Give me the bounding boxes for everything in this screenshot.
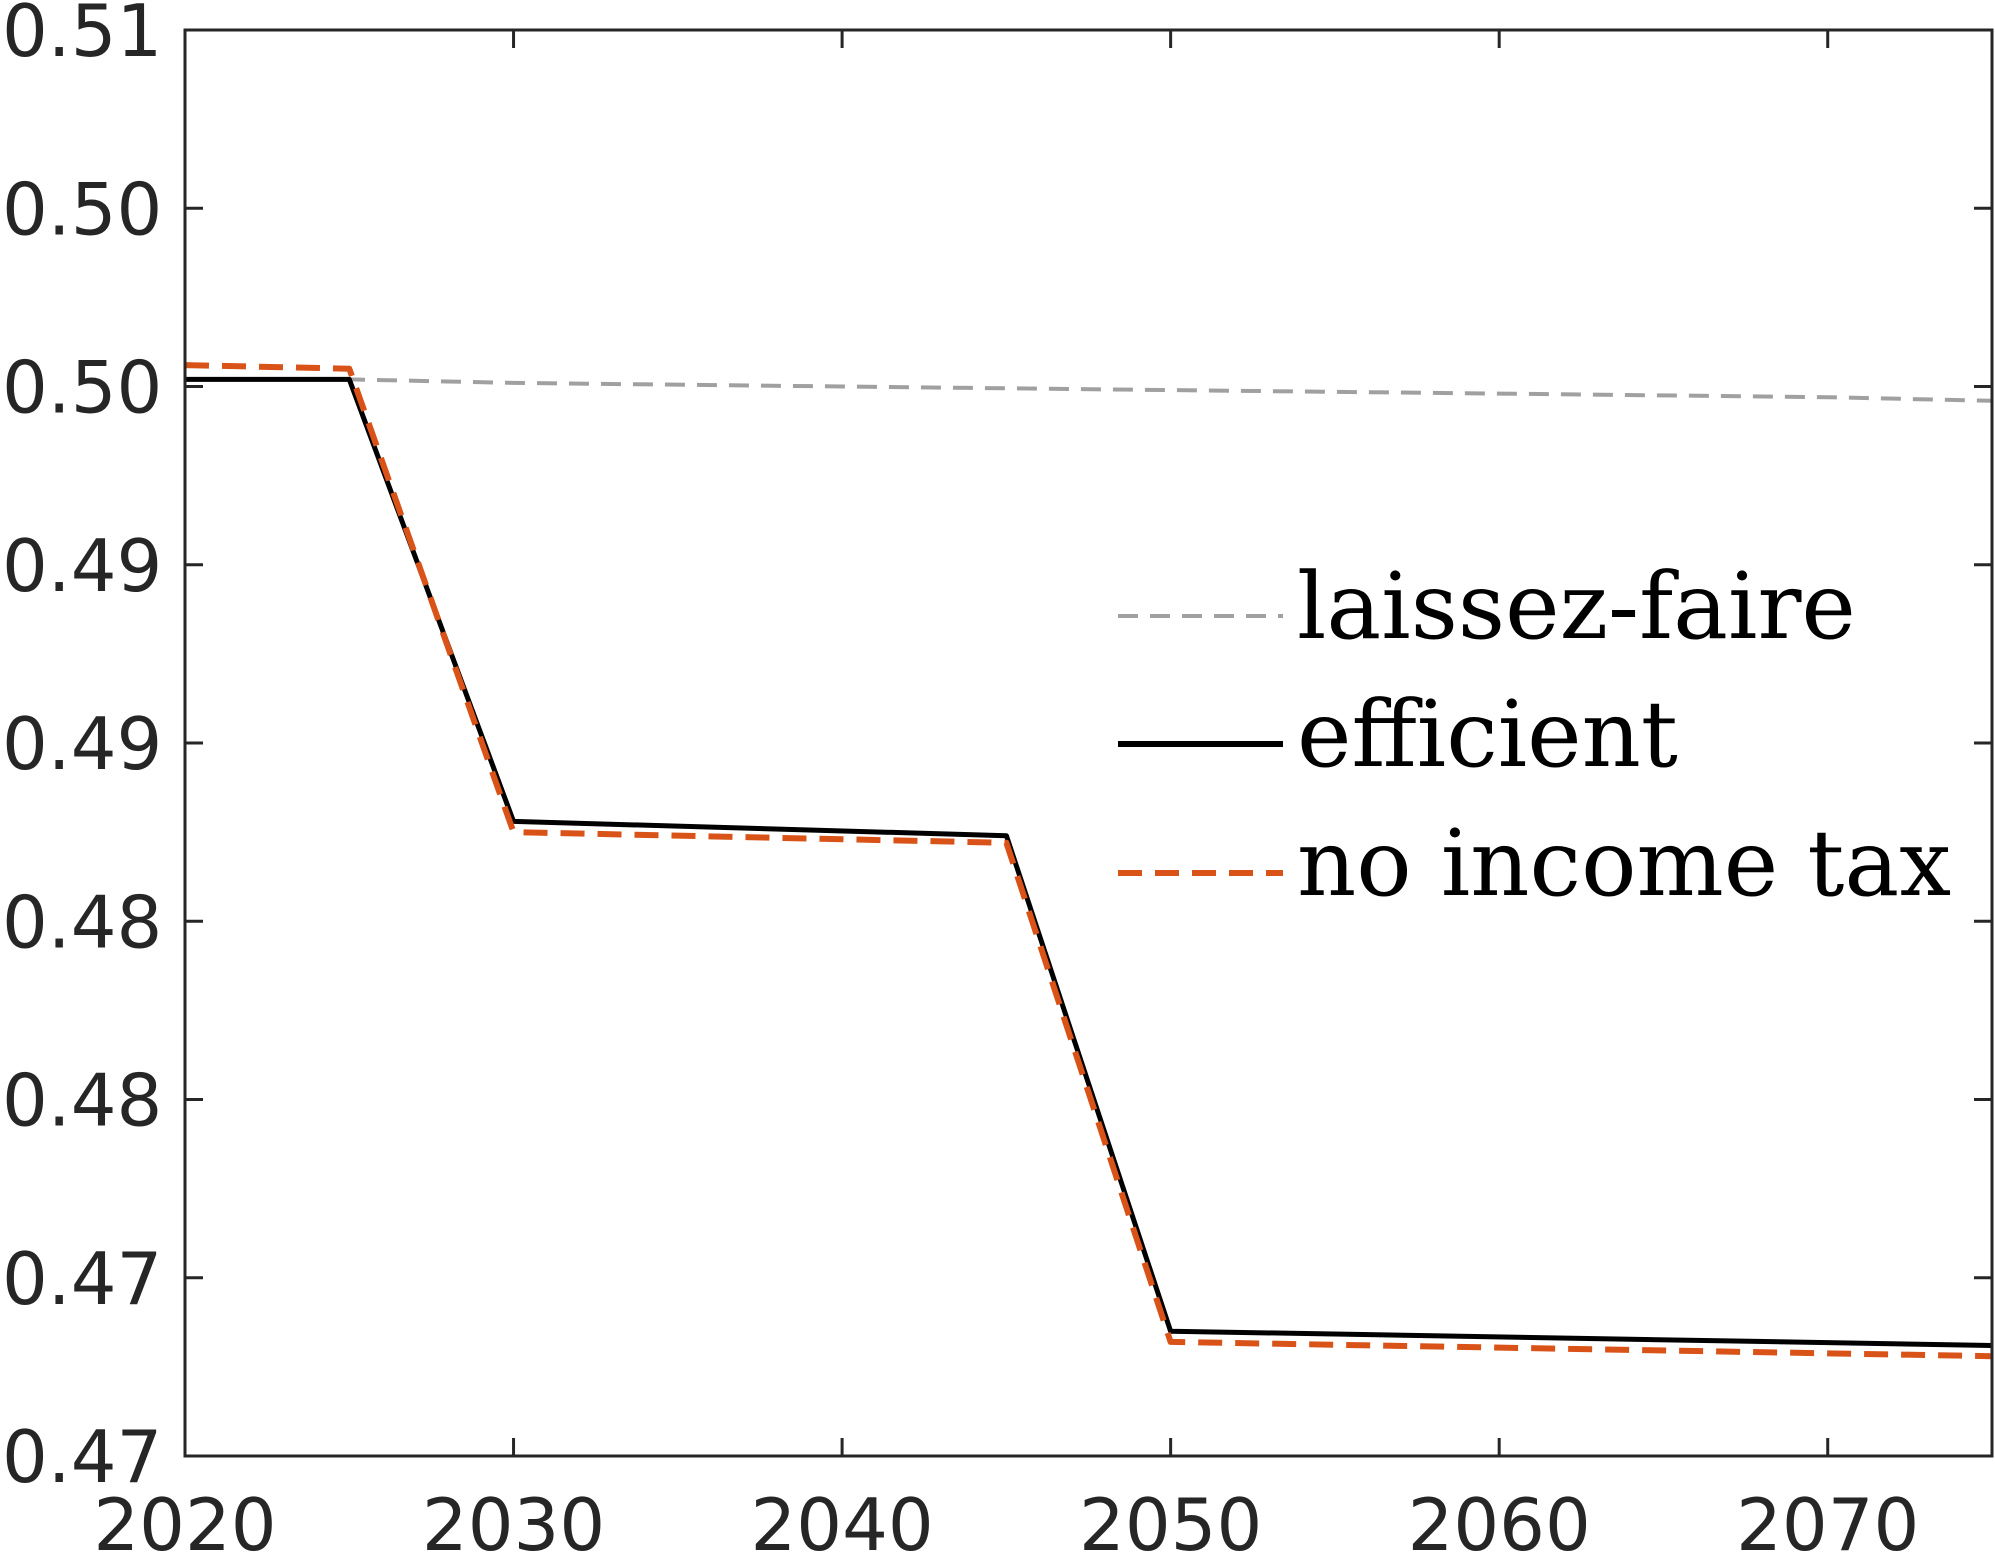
x-tick-label: 2050 (1079, 1483, 1262, 1554)
x-tick-label: 2040 (750, 1483, 933, 1554)
y-tick-label: 0.47 (2, 1237, 162, 1321)
y-tick-label: 0.47 (2, 1415, 162, 1499)
y-tick-label: 0.48 (2, 1059, 162, 1143)
x-tick-label: 2020 (93, 1483, 276, 1554)
legend-label-no-income-tax: no income tax (1297, 810, 1951, 917)
y-tick-label: 0.49 (2, 524, 162, 608)
legend-label-efficient: efficient (1297, 681, 1678, 788)
series-layer (184, 362, 1993, 1360)
series-line-efficient (185, 376, 1993, 1348)
y-tick-label: 0.50 (2, 346, 162, 430)
series-line-no-income-tax (184, 362, 1993, 1360)
y-tick-label: 0.50 (2, 167, 162, 251)
y-tick-label: 0.48 (2, 880, 162, 964)
x-tick-label: 2030 (422, 1483, 605, 1554)
y-tick-label: 0.51 (2, 0, 162, 73)
y-tick-label: 0.49 (2, 702, 162, 786)
legend: laissez-faire efficient no income tax (1118, 553, 1951, 917)
legend-label-laissez-faire: laissez-faire (1297, 553, 1856, 660)
x-tick-label: 2060 (1408, 1483, 1591, 1554)
x-tick-label: 2070 (1736, 1483, 1919, 1554)
